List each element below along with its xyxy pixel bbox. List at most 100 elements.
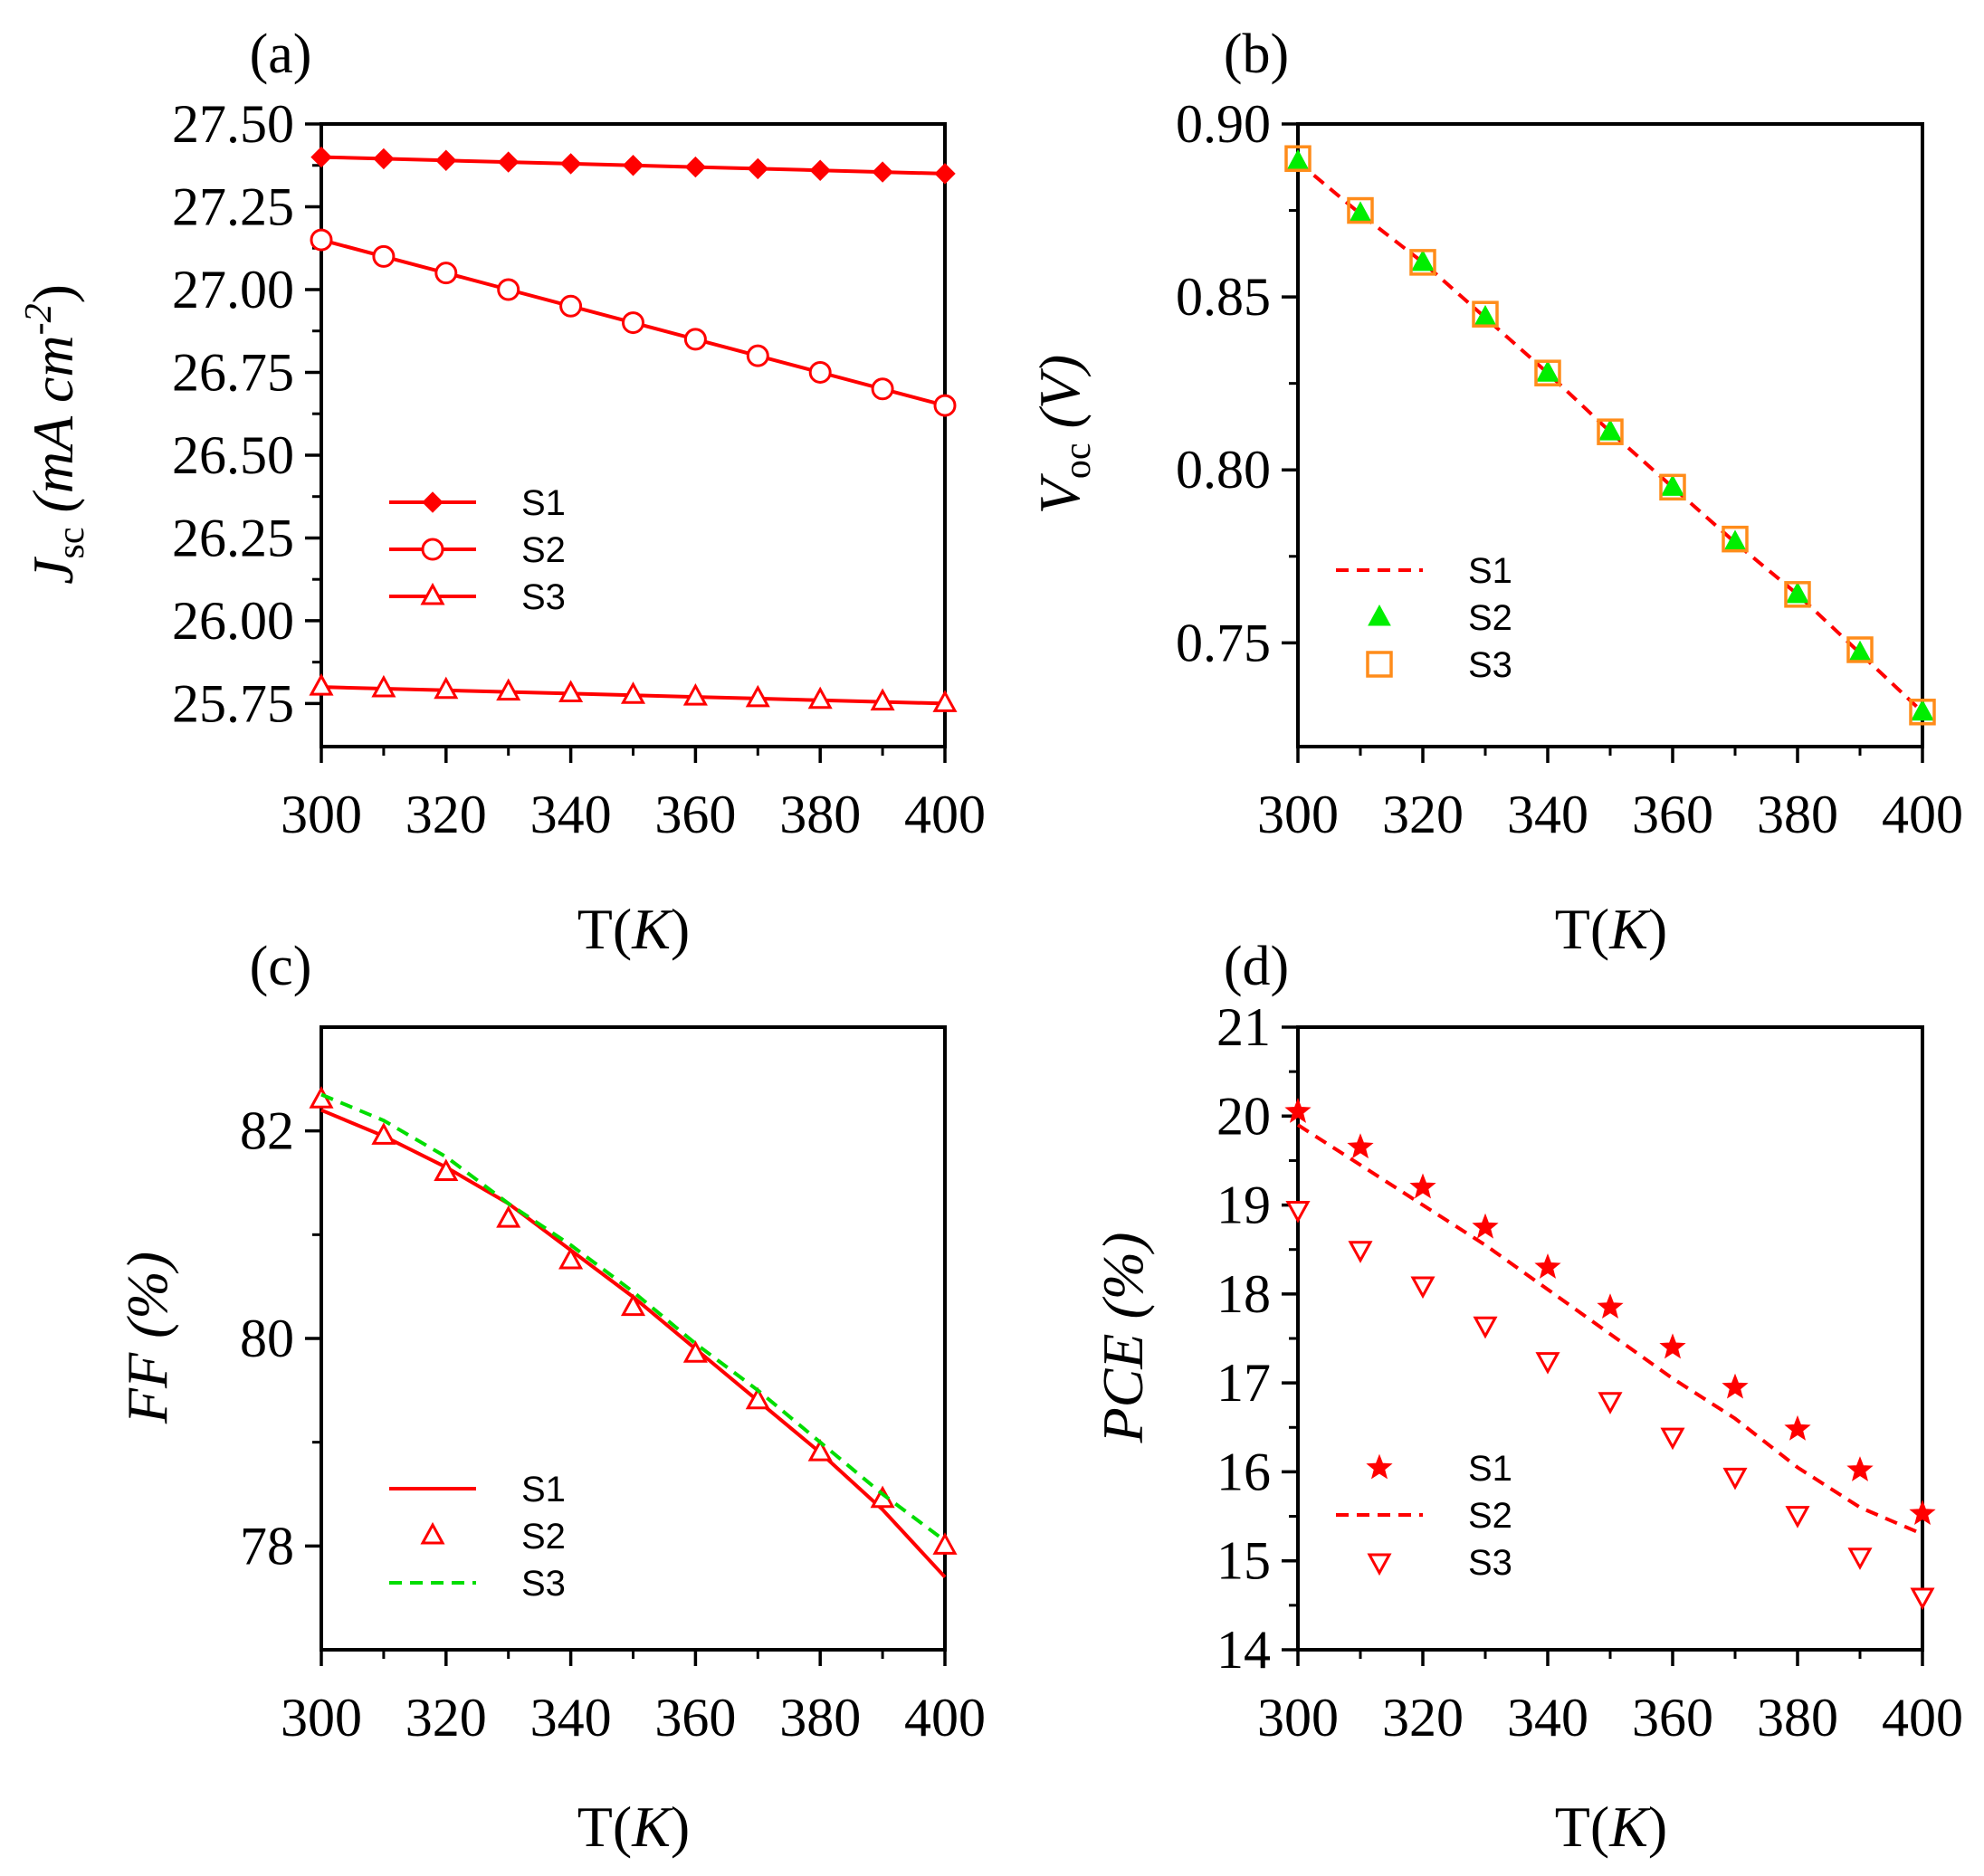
x-tick-label-a-0: 300: [281, 785, 362, 844]
data-point-b-S2: [1911, 699, 1934, 721]
data-point-d-S1: [1784, 1414, 1811, 1441]
data-point-c-S2: [371, 1122, 396, 1145]
data-point-b-S3: [1534, 359, 1561, 386]
y-axis-title-a-main: J: [21, 557, 85, 585]
data-point-d-S3: [1598, 1392, 1623, 1414]
legend-b: S1 S2 S3: [1336, 551, 1512, 685]
legend-marker-b-S2: [1368, 604, 1391, 626]
y-tick-label-a-0: 25.75: [172, 673, 294, 733]
series-group-d: [1284, 1098, 1936, 1611]
data-point-c-S2: [558, 1246, 584, 1270]
data-point-a-S1: [310, 146, 332, 168]
data-point-a-S3: [932, 690, 958, 712]
y-axis-title-b-rest: (V): [1027, 355, 1092, 443]
data-point-b-S2: [1411, 249, 1435, 271]
data-point-a-S3: [434, 676, 459, 700]
data-point-a-S2: [808, 360, 832, 384]
x-tick-label-b-5: 400: [1882, 785, 1963, 844]
data-point-c-S2: [620, 1293, 646, 1317]
data-point-a-S3: [620, 681, 646, 704]
data-point-a-S3: [745, 684, 770, 708]
data-point-d-S3: [1285, 1200, 1311, 1224]
x-ticks-c: 300 320 340 360 380 400: [281, 1650, 986, 1747]
y-tick-label-d-5: 19: [1216, 1176, 1271, 1235]
legend-label-b-S2: S2: [1468, 598, 1512, 638]
data-point-d-S3: [1348, 1241, 1373, 1263]
y-tick-label-a-3: 26.50: [172, 425, 294, 485]
data-point-d-S1: [1846, 1456, 1874, 1481]
x-tick-label-c-0: 300: [281, 1688, 362, 1747]
legend-label-c-S2: S2: [521, 1517, 566, 1557]
y-tick-label-d-3: 17: [1216, 1353, 1271, 1413]
data-point-b-S3: [1722, 525, 1749, 553]
y-ticks-a: 25.75 26.00 26.25 26.50 26.75 27.00 27.25 27.50: [172, 94, 321, 733]
data-point-d-S1: [1722, 1373, 1749, 1399]
data-point-a-S3: [682, 682, 708, 706]
y-axis-title-c: FF (%): [115, 1252, 179, 1424]
legend-marker-a-S1: [422, 491, 444, 513]
y-axis-title-d-main: PCE: [1091, 1334, 1155, 1444]
y-tick-label-b-2: 0.85: [1176, 267, 1271, 327]
y-axis-title-d-rest: (%): [1091, 1233, 1155, 1334]
data-point-d-S3: [1535, 1352, 1560, 1375]
x-tick-label-c-2: 340: [530, 1688, 612, 1747]
panel-label-b: (b): [1224, 24, 1289, 85]
y-tick-label-d-4: 18: [1216, 1264, 1271, 1324]
x-tick-label-a-4: 380: [779, 785, 861, 844]
y-axis-title-a: Jsc (mA cm-2): [18, 284, 92, 585]
data-point-d-S3: [1410, 1276, 1436, 1300]
data-point-c-S2: [745, 1386, 770, 1410]
data-point-a-S2: [746, 344, 769, 367]
panel-label-c: (c): [250, 936, 312, 997]
data-point-a-S2: [497, 278, 520, 301]
legend-marker-b-S3: [1366, 651, 1393, 678]
data-point-b-S3: [1784, 581, 1811, 608]
y-tick-label-d-7: 21: [1216, 997, 1271, 1057]
y-tick-label-a-5: 27.00: [172, 260, 294, 319]
data-point-c-S2: [434, 1158, 459, 1182]
x-axis-title-d-italic: K: [1608, 1795, 1651, 1859]
x-axis-title-b-tail: ): [1648, 897, 1667, 961]
y-tick-label-c-1: 80: [240, 1309, 294, 1368]
x-axis-title-b: T(K): [1555, 897, 1667, 961]
data-point-d-S1: [1659, 1333, 1686, 1359]
legend-label-b-S1: S1: [1468, 551, 1512, 591]
data-point-a-S3: [870, 688, 895, 711]
data-point-b-S3: [1909, 699, 1936, 726]
panel-c: (c) 300 320 340 360 380 400 78 80 82 S1 S2 S3 T(K…: [115, 936, 986, 1859]
legend-marker-c-S2: [420, 1521, 445, 1545]
y-tick-label-d-0: 14: [1216, 1620, 1271, 1680]
x-tick-label-c-4: 380: [779, 1688, 861, 1747]
legend-label-a-S2: S2: [521, 530, 566, 570]
y-tick-label-c-0: 78: [240, 1516, 294, 1576]
data-point-b-S3: [1409, 249, 1436, 276]
y-axis-title-d: PCE (%): [1091, 1233, 1155, 1444]
y-tick-label-a-7: 27.50: [172, 94, 294, 154]
data-point-a-S2: [683, 328, 707, 351]
series-group-c: [309, 1086, 958, 1579]
y-axis-title-b-main: V: [1027, 472, 1092, 514]
data-point-d-S3: [1722, 1467, 1748, 1490]
series-group-b: [1284, 145, 1936, 726]
legend-marker-a-S2: [421, 538, 444, 561]
y-tick-label-b-1: 0.80: [1176, 440, 1271, 500]
data-point-d-S3: [1847, 1547, 1873, 1570]
x-tick-label-d-5: 400: [1882, 1688, 1963, 1747]
data-point-a-S2: [871, 377, 894, 401]
x-axis-title-a-tail: ): [671, 897, 690, 961]
data-point-a-S3: [496, 678, 521, 701]
x-ticks-b: 300 320 340 360 380 400: [1257, 747, 1963, 844]
legend-label-c-S3: S3: [521, 1564, 566, 1604]
data-point-a-S2: [372, 244, 396, 268]
data-point-d-S1: [1409, 1173, 1436, 1199]
data-point-a-S3: [309, 673, 334, 696]
x-axis-title-c: T(K): [577, 1795, 690, 1859]
legend-label-c-S1: S1: [521, 1470, 566, 1509]
y-axis-title-a-rest: (mA cm: [21, 335, 85, 527]
y-tick-label-a-1: 26.00: [172, 591, 294, 651]
x-tick-label-d-4: 380: [1757, 1688, 1838, 1747]
series-group-a: [309, 146, 958, 712]
x-axis-title-a: T(K): [577, 897, 690, 961]
x-axis-title-b-main: T(: [1555, 897, 1609, 961]
